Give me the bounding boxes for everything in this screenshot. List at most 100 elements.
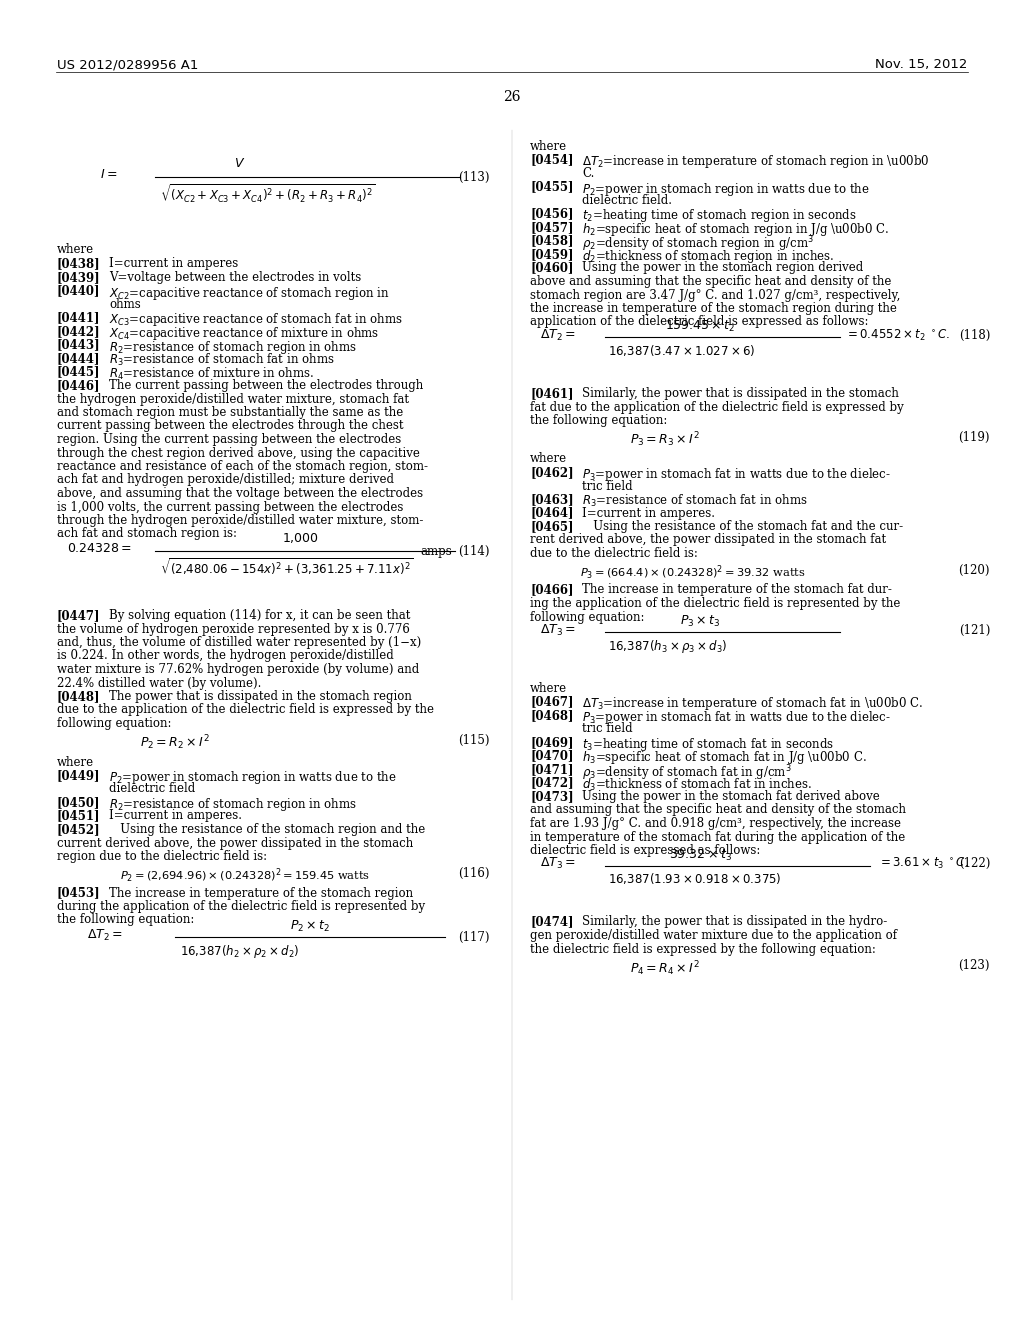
Text: $R_2$=resistance of stomach region in ohms: $R_2$=resistance of stomach region in oh… xyxy=(109,338,357,355)
Text: Using the resistance of the stomach region and the: Using the resistance of the stomach regi… xyxy=(109,822,425,836)
Text: gen peroxide/distilled water mixture due to the application of: gen peroxide/distilled water mixture due… xyxy=(530,929,897,942)
Text: $\Delta T_3 =$: $\Delta T_3 =$ xyxy=(540,623,575,638)
Text: and stomach region must be substantially the same as the: and stomach region must be substantially… xyxy=(57,407,403,418)
Text: ing the application of the dielectric field is represented by the: ing the application of the dielectric fi… xyxy=(530,597,900,610)
Text: [0446]: [0446] xyxy=(57,379,100,392)
Text: the following equation:: the following equation: xyxy=(57,913,195,927)
Text: fat are 1.93 J/g° C. and 0.918 g/cm³, respectively, the increase: fat are 1.93 J/g° C. and 0.918 g/cm³, re… xyxy=(530,817,901,830)
Text: above, and assuming that the voltage between the electrodes: above, and assuming that the voltage bet… xyxy=(57,487,423,500)
Text: $P_2$=power in stomach region in watts due to the: $P_2$=power in stomach region in watts d… xyxy=(109,770,397,785)
Text: where: where xyxy=(530,682,567,696)
Text: $P_2$=power in stomach region in watts due to the: $P_2$=power in stomach region in watts d… xyxy=(582,181,870,198)
Text: in temperature of the stomach fat during the application of the: in temperature of the stomach fat during… xyxy=(530,830,905,843)
Text: dielectric field is expressed as follows:: dielectric field is expressed as follows… xyxy=(530,843,761,857)
Text: $1{,}000$: $1{,}000$ xyxy=(282,531,318,545)
Text: $39.32\times t_3$: $39.32\times t_3$ xyxy=(669,847,731,862)
Text: Similarly, the power that is dissipated in the hydro-: Similarly, the power that is dissipated … xyxy=(582,916,887,928)
Text: $P_3=(664.4)\times(0.24328)^2=39.32$ watts: $P_3=(664.4)\times(0.24328)^2=39.32$ wat… xyxy=(580,564,806,582)
Text: $159.45\times t_2$: $159.45\times t_2$ xyxy=(665,319,735,334)
Text: V=voltage between the electrodes in volts: V=voltage between the electrodes in volt… xyxy=(109,271,361,284)
Text: dielectric field: dielectric field xyxy=(109,783,196,796)
Text: during the application of the dielectric field is represented by: during the application of the dielectric… xyxy=(57,900,425,913)
Text: [0453]: [0453] xyxy=(57,887,100,899)
Text: $R_2$=resistance of stomach region in ohms: $R_2$=resistance of stomach region in oh… xyxy=(109,796,357,813)
Text: [0443]: [0443] xyxy=(57,338,100,351)
Text: amps: amps xyxy=(420,544,452,557)
Text: fat due to the application of the dielectric field is expressed by: fat due to the application of the dielec… xyxy=(530,400,904,413)
Text: [0452]: [0452] xyxy=(57,822,100,836)
Text: $X_{C2}$=capacitive reactance of stomach region in: $X_{C2}$=capacitive reactance of stomach… xyxy=(109,285,390,301)
Text: $P_3$=power in stomach fat in watts due to the dielec-: $P_3$=power in stomach fat in watts due … xyxy=(582,709,891,726)
Text: $X_{C3}$=capacitive reactance of stomach fat in ohms: $X_{C3}$=capacitive reactance of stomach… xyxy=(109,312,402,329)
Text: $P_2\times t_2$: $P_2\times t_2$ xyxy=(290,919,330,935)
Text: [0438]: [0438] xyxy=(57,257,100,271)
Text: $\Delta T_3 =$: $\Delta T_3 =$ xyxy=(540,855,575,871)
Text: $I =$: $I =$ xyxy=(100,169,118,181)
Text: $R_3$=resistance of stomach fat in ohms: $R_3$=resistance of stomach fat in ohms xyxy=(109,352,335,368)
Text: (119): (119) xyxy=(958,430,990,444)
Text: [0462]: [0462] xyxy=(530,466,573,479)
Text: current passing between the electrodes through the chest: current passing between the electrodes t… xyxy=(57,420,403,433)
Text: [0450]: [0450] xyxy=(57,796,100,809)
Text: $\Delta T_2$=increase in temperature of stomach region in \u00b0: $\Delta T_2$=increase in temperature of … xyxy=(582,153,930,170)
Text: The current passing between the electrodes through: The current passing between the electrod… xyxy=(109,379,423,392)
Text: $0.24328 =$: $0.24328 =$ xyxy=(67,543,132,556)
Text: the dielectric field is expressed by the following equation:: the dielectric field is expressed by the… xyxy=(530,942,876,956)
Text: the hydrogen peroxide/distilled water mixture, stomach fat: the hydrogen peroxide/distilled water mi… xyxy=(57,392,409,405)
Text: I=current in amperes: I=current in amperes xyxy=(109,257,239,271)
Text: By solving equation (114) for x, it can be seen that: By solving equation (114) for x, it can … xyxy=(109,609,411,622)
Text: $h_3$=specific heat of stomach fat in J/g \u00b0 C.: $h_3$=specific heat of stomach fat in J/… xyxy=(582,750,866,767)
Text: [0440]: [0440] xyxy=(57,285,100,297)
Text: C.: C. xyxy=(582,168,594,180)
Text: tric field: tric field xyxy=(582,479,633,492)
Text: water mixture is 77.62% hydrogen peroxide (by volume) and: water mixture is 77.62% hydrogen peroxid… xyxy=(57,663,419,676)
Text: $\sqrt{(X_{C2}+X_{C3}+X_{C4})^2+(R_2+R_3+R_4)^2}$: $\sqrt{(X_{C2}+X_{C3}+X_{C4})^2+(R_2+R_3… xyxy=(160,183,376,206)
Text: [0448]: [0448] xyxy=(57,690,100,704)
Text: [0451]: [0451] xyxy=(57,809,100,822)
Text: [0458]: [0458] xyxy=(530,235,573,248)
Text: (113): (113) xyxy=(459,170,490,183)
Text: $t_2$=heating time of stomach region in seconds: $t_2$=heating time of stomach region in … xyxy=(582,207,857,224)
Text: (123): (123) xyxy=(958,960,990,972)
Text: [0439]: [0439] xyxy=(57,271,100,284)
Text: [0469]: [0469] xyxy=(530,737,573,748)
Text: stomach region are 3.47 J/g° C. and 1.027 g/cm³, respectively,: stomach region are 3.47 J/g° C. and 1.02… xyxy=(530,289,900,301)
Text: $P_4=R_4\times I^2$: $P_4=R_4\times I^2$ xyxy=(630,960,699,978)
Text: ach fat and stomach region is:: ach fat and stomach region is: xyxy=(57,528,237,540)
Text: where: where xyxy=(530,453,567,466)
Text: $P_3=R_3\times I^2$: $P_3=R_3\times I^2$ xyxy=(630,430,699,449)
Text: Using the power in the stomach region derived: Using the power in the stomach region de… xyxy=(582,261,863,275)
Text: dielectric field.: dielectric field. xyxy=(582,194,672,207)
Text: Using the resistance of the stomach fat and the cur-: Using the resistance of the stomach fat … xyxy=(582,520,903,533)
Text: $d_2$=thickness of stomach region in inches.: $d_2$=thickness of stomach region in inc… xyxy=(582,248,835,265)
Text: The power that is dissipated in the stomach region: The power that is dissipated in the stom… xyxy=(109,690,412,704)
Text: $\sqrt{(2{,}480.06-154x)^2+(3{,}361.25+7.11x)^2}$: $\sqrt{(2{,}480.06-154x)^2+(3{,}361.25+7… xyxy=(160,557,413,578)
Text: [0471]: [0471] xyxy=(530,763,573,776)
Text: [0441]: [0441] xyxy=(57,312,100,325)
Text: [0473]: [0473] xyxy=(530,789,573,803)
Text: [0463]: [0463] xyxy=(530,492,573,506)
Text: ohms: ohms xyxy=(109,298,140,312)
Text: following equation:: following equation: xyxy=(57,717,171,730)
Text: current derived above, the power dissipated in the stomach: current derived above, the power dissipa… xyxy=(57,837,414,850)
Text: $16{,}387(1.93\times 0.918\times 0.375)$: $16{,}387(1.93\times 0.918\times 0.375)$ xyxy=(608,871,781,887)
Text: (122): (122) xyxy=(958,857,990,870)
Text: ach fat and hydrogen peroxide/distilled; mixture derived: ach fat and hydrogen peroxide/distilled;… xyxy=(57,474,394,487)
Text: $t_3$=heating time of stomach fat in seconds: $t_3$=heating time of stomach fat in sec… xyxy=(582,737,835,752)
Text: I=current in amperes.: I=current in amperes. xyxy=(582,507,715,520)
Text: through the hydrogen peroxide/distilled water mixture, stom-: through the hydrogen peroxide/distilled … xyxy=(57,513,423,527)
Text: tric field: tric field xyxy=(582,722,633,735)
Text: reactance and resistance of each of the stomach region, stom-: reactance and resistance of each of the … xyxy=(57,459,428,473)
Text: $= 3.61\times t_3\ ^\circ C.$: $= 3.61\times t_3\ ^\circ C.$ xyxy=(878,855,969,871)
Text: above and assuming that the specific heat and density of the: above and assuming that the specific hea… xyxy=(530,275,891,288)
Text: $R_3$=resistance of stomach fat in ohms: $R_3$=resistance of stomach fat in ohms xyxy=(582,492,808,510)
Text: 22.4% distilled water (by volume).: 22.4% distilled water (by volume). xyxy=(57,676,261,689)
Text: 26: 26 xyxy=(503,90,521,104)
Text: The increase in temperature of the stomach region: The increase in temperature of the stoma… xyxy=(109,887,413,899)
Text: $16{,}387(h_3\times\rho_3\times d_3)$: $16{,}387(h_3\times\rho_3\times d_3)$ xyxy=(608,638,727,655)
Text: [0468]: [0468] xyxy=(530,709,573,722)
Text: [0464]: [0464] xyxy=(530,507,573,520)
Text: due to the dielectric field is:: due to the dielectric field is: xyxy=(530,546,698,560)
Text: where: where xyxy=(530,140,567,153)
Text: region due to the dielectric field is:: region due to the dielectric field is: xyxy=(57,850,267,863)
